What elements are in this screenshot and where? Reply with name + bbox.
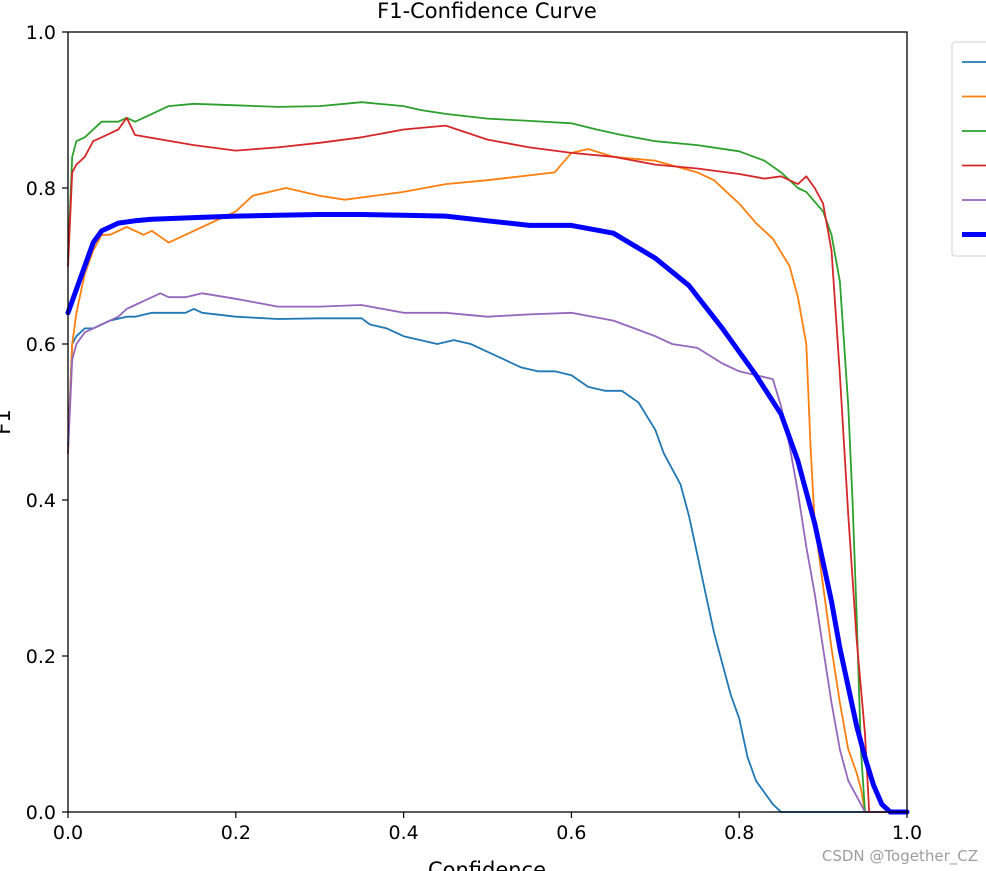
legend-box [951, 41, 986, 257]
x-tick-label: 0.0 [53, 822, 83, 844]
y-axis-label: F1 [0, 409, 15, 434]
legend: class 0class 1class 2class 3class 4all c… [951, 41, 986, 257]
y-tick-label: 0.2 [26, 646, 56, 668]
series-line-3 [67, 101, 908, 813]
y-tick-label: 0.8 [26, 178, 56, 200]
x-tick-label: 0.8 [724, 822, 754, 844]
watermark: CSDN @Together_CZ [821, 847, 978, 865]
plot-area [65, 31, 910, 815]
x-axis: 0.0 0.2 0.4 0.6 0.8 1.0 [53, 812, 922, 844]
y-axis: 0.0 0.2 0.4 0.6 0.8 1.0 [26, 22, 68, 824]
series-layer [65, 101, 910, 815]
series-line-6 [65, 212, 910, 815]
y-tick-label: 0.6 [26, 334, 56, 356]
y-tick-label: 0.0 [26, 802, 56, 824]
chart-title: F1-Confidence Curve [377, 0, 597, 23]
x-axis-label: Confidence [428, 858, 546, 871]
y-tick-label: 1.0 [26, 22, 56, 44]
series-line-1 [67, 307, 908, 813]
plot-frame [67, 31, 908, 813]
series-line-2 [67, 148, 908, 813]
x-tick-label: 0.2 [221, 822, 251, 844]
series-line-4 [67, 116, 908, 813]
x-tick-label: 0.6 [556, 822, 586, 844]
legend-items: class 0class 1class 2class 3class 4all c… [962, 61, 986, 237]
series-line-5 [67, 292, 908, 813]
x-tick-label: 0.4 [388, 822, 418, 844]
x-tick-label: 1.0 [892, 822, 922, 844]
y-tick-label: 0.4 [26, 490, 56, 512]
